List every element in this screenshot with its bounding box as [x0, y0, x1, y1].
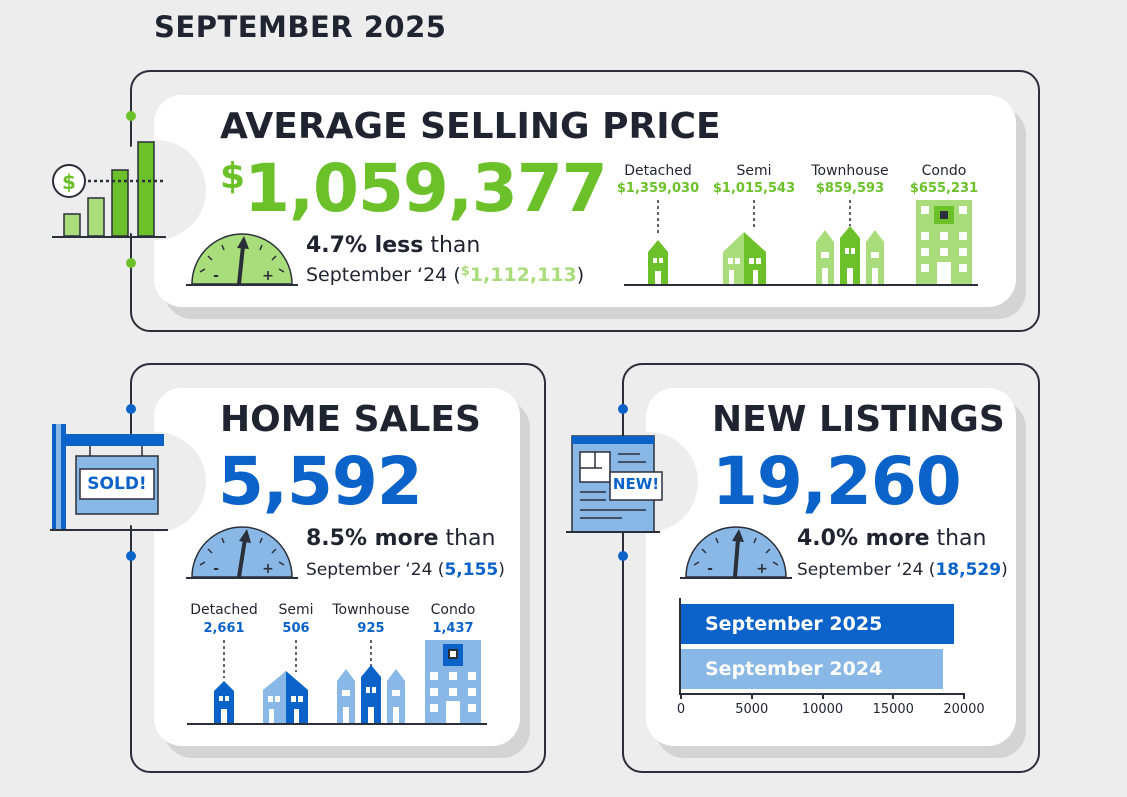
new-badge-text: NEW!: [612, 475, 660, 493]
new-listings-prev-value: 18,529: [935, 560, 1002, 580]
sales-type-value-condo: 1,437: [432, 621, 474, 636]
chart-x-tick: [892, 693, 895, 699]
chart-bar-label: September 2025: [705, 613, 883, 635]
home-sales-dot-bottom: [126, 551, 136, 561]
svg-text:+: +: [756, 561, 768, 577]
price-type-label-townhouse: Townhouse: [811, 163, 889, 179]
avg-price-prev-value: 1,112,113: [469, 264, 577, 286]
new-listings-change: 4.0% more than: [797, 526, 986, 551]
price-type-value-detached: $1,359,030: [616, 181, 700, 196]
avg-price-than: than: [430, 233, 481, 258]
home-sales-outline: [130, 363, 546, 773]
price-type-value-condo: $655,231: [909, 181, 979, 196]
svg-text:$: $: [62, 170, 76, 194]
chart-x-tick: [750, 693, 753, 699]
avg-price-close-paren: ): [576, 264, 585, 286]
sales-type-label-semi: Semi: [278, 602, 314, 618]
chart-x-tick-label: 10000: [801, 702, 844, 717]
svg-text:-: -: [213, 268, 219, 284]
svg-text:-: -: [707, 561, 713, 577]
new-listings-dot-top: [618, 404, 628, 414]
sales-type-label-condo: Condo: [430, 602, 476, 618]
new-listings-gauge-icon: - +: [680, 526, 792, 579]
home-sales-prev: September ‘24 (5,155): [306, 560, 505, 580]
sales-type-label-townhouse: Townhouse: [332, 602, 410, 618]
price-type-label-detached: Detached: [624, 163, 692, 179]
home-sales-close-paren: ): [498, 560, 505, 580]
home-sales-change: 8.5% more than: [306, 526, 495, 551]
home-sales-prev-label: September ‘24 (: [306, 560, 445, 580]
avg-price-prev: September ‘24 ($1,112,113): [306, 264, 584, 286]
sales-type-value-semi: 506: [282, 621, 310, 636]
home-sales-dot-top: [126, 404, 136, 414]
new-listings-value: 19,260: [712, 443, 962, 520]
new-listings-title: NEW LISTINGS: [712, 399, 1005, 440]
home-sales-value: 5,592: [218, 443, 423, 520]
new-listings-change-pct: 4.0% more: [797, 526, 930, 551]
chart-bar-current: [681, 604, 954, 644]
avg-price-prev-label: September ‘24 (: [306, 264, 461, 286]
listings-bar-chart: September 2025 September 2024 0 5000 10000 15…: [672, 592, 1002, 722]
new-listings-than: than: [936, 526, 987, 551]
chart-x-tick-label: 15000: [872, 702, 914, 717]
chart-bars: September 2025 September 2024 0 5000 10000 15…: [672, 592, 1002, 722]
price-type-label-condo: Condo: [921, 163, 967, 179]
price-growth-chart-icon: $: [52, 141, 166, 238]
chart-bar-label: September 2024: [705, 658, 883, 680]
avg-price-prev-currency: $: [460, 264, 470, 279]
chart-x-tick: [821, 693, 824, 699]
avg-price-number: 1,059,377: [244, 150, 608, 227]
avg-price-change-pct: 4.7% less: [306, 233, 424, 258]
chart-y-axis: [679, 598, 681, 694]
avg-price-dot-bottom: [126, 258, 136, 268]
home-sales-title: HOME SALES: [220, 399, 481, 440]
avg-price-currency: $: [220, 156, 245, 197]
svg-text:+: +: [262, 561, 274, 577]
avg-price-change: 4.7% less than: [306, 233, 480, 258]
price-type-label-semi: Semi: [736, 163, 772, 179]
home-sales-change-pct: 8.5% more: [306, 526, 439, 551]
sales-type-label-detached: Detached: [190, 602, 258, 618]
svg-text:+: +: [262, 268, 274, 284]
home-sales-prev-value: 5,155: [444, 560, 499, 580]
sales-type-value-townhouse: 925: [357, 621, 385, 636]
new-listings-prev-label: September ‘24 (: [797, 560, 936, 580]
new-listings-prev: September ‘24 (18,529): [797, 560, 1008, 580]
chart-x-tick-label: 5000: [735, 702, 769, 717]
home-sales-gauge-icon: - +: [186, 526, 298, 579]
new-listings-close-paren: ): [1001, 560, 1008, 580]
new-listing-document-icon: [566, 435, 663, 533]
price-type-value-semi: $1,015,543: [712, 181, 796, 196]
home-sales-than: than: [445, 526, 496, 551]
avg-price-value: $1,059,377: [220, 150, 608, 227]
new-listings-outline: [622, 363, 1040, 773]
sales-type-value-detached: 2,661: [203, 621, 245, 636]
chart-bar-previous: [681, 649, 944, 689]
sold-sign-icon: [50, 424, 168, 531]
avg-price-title: AVERAGE SELLING PRICE: [220, 106, 721, 147]
sales-housing-types-illustration: [187, 640, 487, 725]
price-type-value-townhouse: $859,593: [815, 181, 885, 196]
avg-price-gauge-icon: - +: [186, 233, 298, 286]
new-listings-dot-bottom: [618, 551, 628, 561]
chart-x-tick-label: 20000: [943, 702, 985, 717]
chart-x-tick: [680, 693, 682, 699]
chart-x-tick: [963, 693, 965, 699]
avg-price-dot-top: [126, 111, 136, 121]
chart-x-tick-label: 0: [676, 702, 686, 717]
page-title: SEPTEMBER 2025: [154, 10, 447, 44]
price-housing-types-illustration: [624, 200, 978, 286]
svg-text:-: -: [213, 561, 219, 577]
sold-sign-text: SOLD!: [87, 474, 147, 494]
